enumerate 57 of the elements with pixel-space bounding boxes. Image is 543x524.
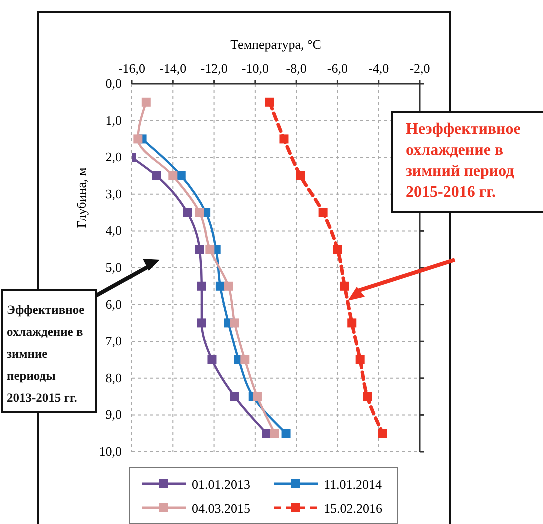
- x-axis-title: Температура, °C: [230, 37, 322, 52]
- point: [183, 208, 192, 218]
- point: [142, 98, 151, 107]
- x-tick-label: -2,0: [410, 61, 430, 76]
- point: [240, 356, 250, 364]
- y-tick-label: 1,0: [106, 112, 122, 128]
- y-axis-title: Глубина, м: [74, 168, 89, 228]
- point: [252, 392, 262, 402]
- point: [168, 172, 178, 180]
- x-tick-label: -16,0: [118, 61, 146, 76]
- point: [208, 356, 217, 364]
- point: [134, 134, 143, 144]
- point: [270, 429, 280, 438]
- y-tick-label: 8,0: [106, 370, 122, 386]
- y-tick-label: 4,0: [106, 223, 122, 238]
- y-tick-label: 7,0: [106, 334, 122, 349]
- point: [296, 172, 306, 180]
- legend-label: 04.03.2015: [192, 501, 250, 516]
- x-tick-label: -4,0: [368, 61, 390, 76]
- point: [224, 282, 234, 291]
- x-tick-label: -8,0: [286, 61, 307, 76]
- point: [230, 318, 240, 328]
- point: [176, 172, 186, 180]
- y-tick-label: 2,0: [106, 150, 122, 165]
- legend-label: 01.01.2013: [192, 477, 250, 492]
- text: Эффективное охлаждение в зимние периоды 2013-2015 гг.: [7, 303, 86, 405]
- y-tick-label: 9,0: [106, 407, 122, 422]
- point: [195, 208, 204, 218]
- x-tick-label: -14,0: [160, 61, 187, 76]
- point: [262, 429, 272, 438]
- x-tick-label: -6,0: [327, 61, 348, 76]
- point: [280, 134, 289, 144]
- point: [282, 429, 291, 438]
- point: [195, 245, 204, 254]
- x-tick-label: -12,0: [200, 61, 228, 76]
- point: [378, 429, 388, 438]
- point: [348, 318, 357, 328]
- y-tick-label: 3,0: [106, 186, 122, 202]
- y-tick-label: 10,0: [99, 444, 122, 459]
- point: [197, 282, 206, 291]
- point: [206, 245, 215, 254]
- point: [230, 392, 240, 402]
- x-tick-label: -10,0: [242, 61, 269, 76]
- point: [333, 245, 342, 254]
- point: [340, 282, 350, 291]
- annotation: Неэффективное охлаждение в зимний период 2015-2016 гг.: [406, 121, 521, 201]
- point: [363, 392, 372, 402]
- y-tick-label: 0,0: [106, 76, 122, 91]
- legend-label: 15.02.2016: [324, 501, 383, 516]
- point: [197, 318, 206, 328]
- point: [152, 172, 162, 180]
- point: [318, 208, 328, 218]
- point: [356, 356, 365, 364]
- point: [265, 98, 274, 107]
- y-tick-label: 6,0: [106, 296, 122, 312]
- y-tick-label: 5,0: [106, 260, 122, 275]
- legend-label: 11.01.2014: [324, 477, 383, 492]
